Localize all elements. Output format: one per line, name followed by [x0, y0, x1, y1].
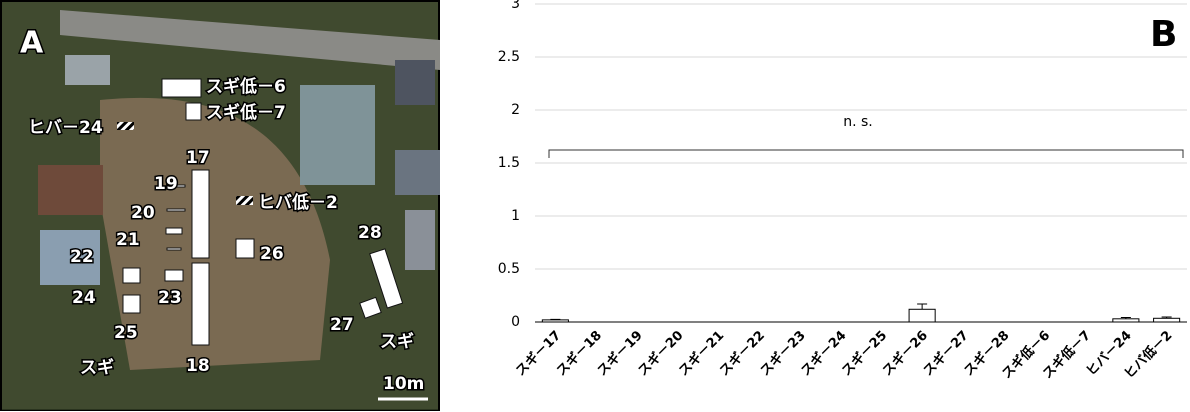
- map-label: ヒバ低－2: [258, 192, 338, 213]
- y-tick-label: 1.5: [498, 155, 520, 171]
- map-label: 22: [70, 247, 94, 267]
- error-bar: [550, 319, 560, 320]
- y-tick-label: 2: [511, 102, 520, 118]
- y-tick-label: 0: [511, 314, 520, 330]
- aerial-photo: [1, 1, 440, 410]
- map-label: 19: [154, 174, 178, 194]
- map-label: スギ低－7: [206, 102, 286, 123]
- map-label: ヒバ－24: [28, 118, 103, 138]
- y-tick-label: 3: [511, 0, 520, 12]
- y-tick-label: 2.5: [498, 49, 520, 65]
- panel-label: B: [1150, 14, 1177, 55]
- bar: [1154, 318, 1180, 322]
- annotation: n. s.: [843, 114, 873, 130]
- significance-bracket: [549, 150, 1183, 158]
- page: A スギ低－6 スギ低－7 ヒバ－24 17 19 20 21 22 24 25…: [0, 0, 1190, 412]
- map-label: 20: [131, 203, 155, 223]
- map-label: 25: [114, 323, 138, 343]
- map-label: 23: [158, 288, 182, 308]
- map-label: スギ: [80, 358, 114, 378]
- map-label: 24: [72, 288, 96, 308]
- bar: [542, 320, 568, 322]
- map-label: 21: [116, 230, 140, 250]
- map-label: スギ: [380, 332, 414, 352]
- bar: [1113, 319, 1139, 322]
- map-label: 27: [330, 315, 354, 335]
- figure: A スギ低－6 スギ低－7 ヒバ－24 17 19 20 21 22 24 25…: [0, 0, 1190, 412]
- y-tick-label: 0.5: [498, 261, 520, 277]
- error-bar: [917, 304, 927, 309]
- map-label: 26: [260, 244, 284, 264]
- map-label: 17: [186, 148, 210, 168]
- map-label: 10m: [383, 374, 424, 394]
- bar: [909, 309, 935, 322]
- panel-label: A: [20, 26, 44, 61]
- map-label: スギ低－6: [206, 76, 286, 97]
- y-tick-label: 1: [511, 208, 520, 224]
- map-label: 18: [186, 356, 210, 376]
- map-label: 28: [358, 223, 382, 243]
